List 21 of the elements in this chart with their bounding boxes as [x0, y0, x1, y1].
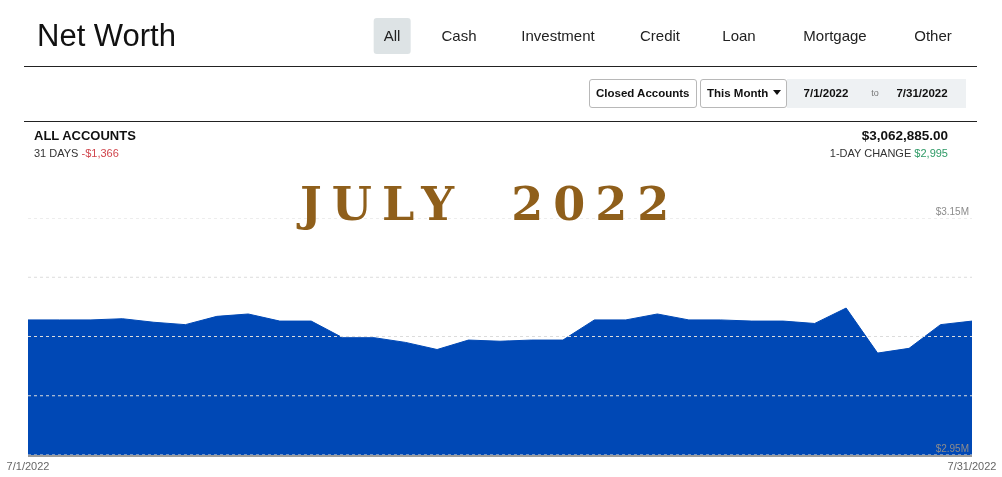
text: 31 DAYS — [34, 147, 79, 159]
text: $3,062,885.00 — [861, 128, 948, 143]
tab[interactable]: All — [373, 18, 411, 54]
chart-subtitle: ALL ACCOUNTS — [34, 128, 136, 143]
y-tick-label: $2.95M — [935, 442, 969, 454]
x-tick-label: 7/31/2022 — [947, 460, 997, 473]
text: $2,995 — [914, 147, 948, 159]
button[interactable]: Closed Accounts — [589, 79, 697, 108]
tab[interactable]: Mortgage — [793, 18, 877, 54]
dropdown[interactable]: This Month — [700, 79, 787, 108]
tab[interactable]: Loan — [712, 18, 766, 54]
tab[interactable]: Investment — [511, 18, 605, 54]
x-tick-label: 7/1/2022 — [6, 460, 50, 473]
text: -$1,366 — [81, 147, 119, 159]
chart-title: Net Worth — [37, 17, 176, 55]
tab[interactable]: Other — [904, 18, 962, 54]
tab[interactable]: Credit — [630, 18, 690, 54]
tab[interactable]: Cash — [431, 18, 487, 54]
y-tick-label: $3.15M — [935, 205, 969, 217]
date-range-field[interactable]: 7/1/2022 to 7/31/2022 — [787, 79, 966, 108]
text: 1-DAY CHANGE — [829, 147, 912, 159]
